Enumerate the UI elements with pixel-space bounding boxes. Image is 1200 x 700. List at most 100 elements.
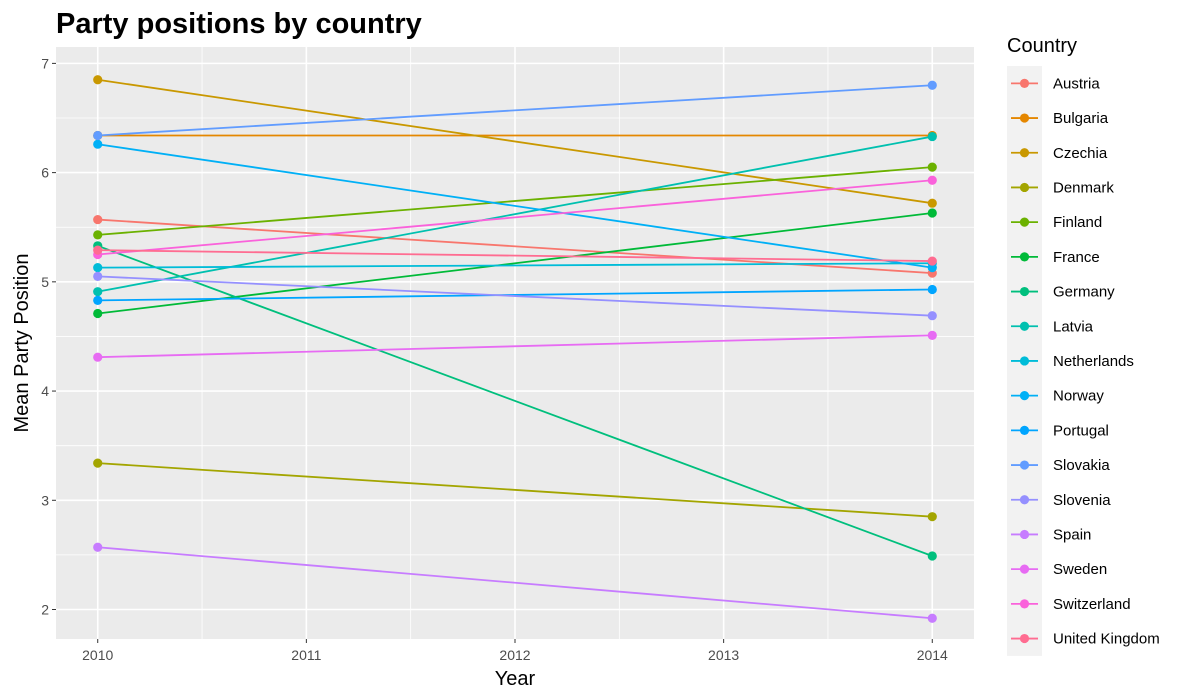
legend-label: Czechia — [1053, 145, 1108, 162]
legend: Country Austria Bulgaria Czechia Denmark Fin… — [1007, 35, 1160, 656]
legend-items: Austria Bulgaria Czechia Denmark Finland Fran… — [1007, 66, 1160, 656]
legend-label: Latvia — [1053, 318, 1094, 335]
legend-key-point — [1019, 564, 1030, 574]
y-axis-title: Mean Party Position — [11, 254, 33, 433]
data-point-slovakia — [927, 80, 937, 90]
data-point-united-kingdom — [93, 245, 103, 255]
chart-title: Party positions by country — [56, 8, 422, 40]
legend-item-spain: Spain — [1011, 526, 1091, 543]
legend-key-point — [1019, 391, 1030, 401]
data-point-latvia — [93, 287, 103, 297]
legend-key-point — [1019, 599, 1030, 609]
legend-item-latvia: Latvia — [1011, 318, 1094, 335]
legend-item-bulgaria: Bulgaria — [1011, 110, 1109, 127]
legend-label: Spain — [1053, 526, 1091, 543]
data-point-czechia — [927, 198, 937, 208]
legend-title: Country — [1007, 35, 1077, 57]
legend-key-point — [1019, 356, 1030, 366]
series-line-switzerland — [97, 179, 933, 256]
x-axis-ticks: 2010 2011 2012 2013 2014 — [82, 639, 948, 663]
data-point-netherlands — [93, 263, 103, 273]
legend-item-norway: Norway — [1011, 388, 1104, 405]
legend-label: Germany — [1053, 284, 1115, 301]
legend-label: France — [1053, 249, 1100, 266]
data-point-portugal — [927, 284, 937, 295]
series-lines — [97, 78, 933, 620]
legend-key-point — [1019, 633, 1030, 644]
data-point-finland — [93, 230, 103, 240]
legend-label: Slovenia — [1053, 492, 1111, 509]
data-point-norway — [927, 263, 937, 273]
y-tick-label: 7 — [41, 55, 49, 71]
x-tick-label: 2012 — [499, 647, 530, 663]
legend-label: Bulgaria — [1053, 110, 1109, 127]
legend-key-point — [1019, 460, 1030, 470]
legend-label: Switzerland — [1053, 596, 1131, 613]
series-line-latvia — [97, 135, 933, 293]
legend-item-finland: Finland — [1011, 214, 1102, 231]
data-point-sweden — [927, 330, 937, 340]
series-line-germany — [97, 244, 933, 557]
legend-key-point — [1019, 78, 1030, 88]
legend-item-austria: Austria — [1011, 75, 1100, 92]
legend-item-germany: Germany — [1011, 284, 1115, 301]
data-point-slovakia — [93, 130, 103, 141]
series-line-slovakia — [97, 84, 933, 137]
legend-label: Denmark — [1053, 179, 1114, 196]
data-point-spain — [93, 542, 103, 552]
legend-key-point — [1019, 529, 1030, 540]
legend-label: Finland — [1053, 214, 1102, 231]
legend-item-switzerland: Switzerland — [1011, 596, 1131, 613]
series-line-united-kingdom — [97, 249, 933, 262]
legend-key-point — [1019, 217, 1030, 227]
series-line-slovenia — [97, 275, 933, 317]
legend-key-point — [1019, 148, 1030, 158]
legend-key-point — [1019, 286, 1030, 297]
series-line-netherlands — [97, 262, 933, 269]
x-axis-title: Year — [495, 668, 536, 690]
data-point-latvia — [927, 131, 937, 142]
data-point-denmark — [93, 458, 103, 468]
data-point-united-kingdom — [927, 256, 937, 266]
legend-key-point — [1019, 495, 1030, 505]
legend-label: Sweden — [1053, 561, 1107, 578]
data-point-france — [93, 308, 103, 319]
data-point-france — [927, 208, 937, 218]
legend-label: Slovakia — [1053, 457, 1110, 474]
legend-label: Portugal — [1053, 422, 1109, 439]
series-line-czechia — [97, 78, 933, 205]
data-point-austria — [93, 214, 103, 225]
legend-item-netherlands: Netherlands — [1011, 353, 1134, 370]
y-tick-label: 3 — [41, 492, 49, 508]
data-point-slovenia — [93, 271, 103, 281]
legend-item-czechia: Czechia — [1011, 145, 1108, 162]
legend-label: Austria — [1053, 75, 1100, 92]
legend-item-france: France — [1011, 249, 1100, 266]
legend-key-point — [1019, 425, 1030, 435]
series-line-norway — [97, 143, 933, 269]
x-tick-label: 2013 — [708, 647, 739, 663]
x-tick-label: 2011 — [291, 647, 321, 663]
series-line-sweden — [97, 334, 933, 359]
series-line-denmark — [97, 462, 933, 518]
series-line-portugal — [97, 288, 933, 302]
y-tick-label: 4 — [41, 383, 49, 399]
data-point-slovenia — [927, 311, 937, 321]
legend-key-point — [1019, 252, 1030, 262]
data-point-czechia — [93, 75, 103, 85]
data-point-denmark — [927, 512, 937, 522]
y-axis-ticks: 2 3 4 5 6 7 — [41, 55, 56, 618]
y-tick-label: 5 — [41, 274, 49, 290]
series-line-spain — [97, 546, 933, 620]
legend-item-portugal: Portugal — [1011, 422, 1109, 439]
legend-item-slovakia: Slovakia — [1011, 457, 1110, 474]
legend-item-united-kingdom: United Kingdom — [1011, 631, 1160, 648]
series-points — [93, 75, 937, 623]
x-tick-label: 2014 — [917, 647, 948, 663]
data-point-sweden — [93, 352, 103, 362]
legend-label: Netherlands — [1053, 353, 1134, 370]
legend-item-slovenia: Slovenia — [1011, 492, 1111, 509]
legend-label: United Kingdom — [1053, 631, 1160, 648]
legend-key-point — [1019, 321, 1030, 331]
